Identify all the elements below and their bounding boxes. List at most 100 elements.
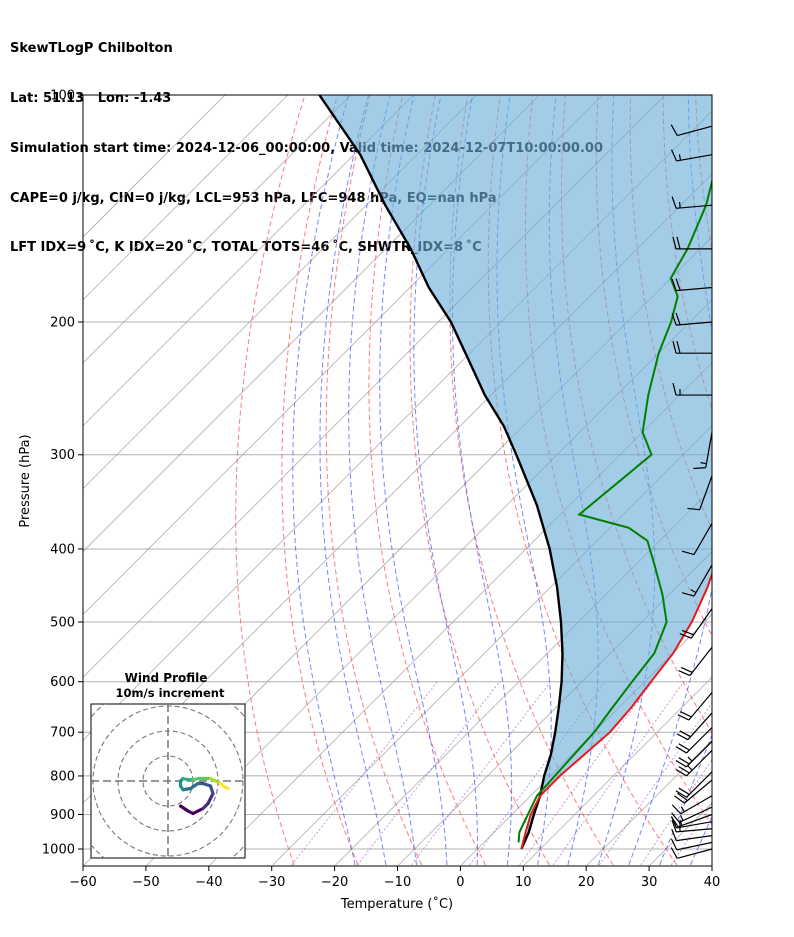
moist-adiabat-line — [379, 95, 448, 866]
x-tick-label: 30 — [641, 875, 658, 890]
wind-barb — [679, 608, 713, 639]
wind-barb — [670, 813, 713, 828]
hodograph-title: Wind Profile — [125, 671, 208, 685]
y-tick-label: 300 — [50, 448, 75, 463]
wind-barb — [693, 432, 713, 470]
wind-barb — [672, 236, 712, 250]
wind-barb-shaft — [687, 712, 713, 741]
y-tick-label: 800 — [50, 769, 75, 784]
hodograph-plot — [91, 704, 245, 858]
wind-barb-shaft — [699, 475, 713, 510]
wind-barb-shaft — [690, 608, 713, 639]
wind-barb-flag — [670, 816, 679, 828]
isotherm-line — [83, 95, 289, 301]
dry-adiabat-line — [235, 95, 306, 866]
wind-barb-flag — [677, 714, 690, 721]
wind-barb — [674, 779, 713, 804]
wind-barb-flag — [671, 828, 677, 841]
wind-barb-shaft — [676, 286, 713, 292]
temperature-line — [520, 571, 712, 850]
wind-barb-flag — [693, 467, 706, 470]
wind-barb-flag — [675, 746, 687, 754]
wind-barb — [675, 749, 713, 777]
wind-barb-shaft — [676, 841, 713, 851]
dewpoint-line — [517, 177, 712, 843]
profile-lines — [318, 95, 712, 850]
wind-barb-flag — [675, 790, 687, 798]
wind-barb — [671, 806, 713, 823]
wind-barb-flag — [672, 382, 677, 396]
dry-adiabat-line — [325, 95, 423, 866]
x-tick-label: 20 — [578, 875, 595, 890]
wind-barb-shaft — [686, 749, 713, 777]
wind-barb-flag — [670, 847, 678, 859]
x-tick-label: −50 — [132, 875, 159, 890]
wind-barb — [675, 741, 713, 768]
wind-barb-flag — [675, 312, 681, 325]
wind-barb-flag — [676, 733, 689, 741]
wind-barb-flag — [671, 278, 677, 291]
wind-barb-flag — [676, 236, 681, 250]
x-tick-label: 10 — [515, 875, 532, 890]
wind-barb-half-flag — [678, 154, 682, 161]
dry-adiabat-line — [368, 95, 487, 866]
wind-barb — [677, 692, 713, 721]
moist-adiabat-line — [348, 95, 417, 866]
isotherm-line — [335, 488, 712, 866]
wind-barb-flag — [675, 768, 687, 777]
moist-adiabat-line — [319, 95, 387, 866]
parcel-profile-line — [318, 95, 564, 850]
wind-barb-flag — [672, 236, 677, 250]
wind-barb-flag — [678, 670, 691, 677]
wind-barb-flag — [678, 743, 690, 751]
x-tick-label: 40 — [704, 875, 721, 890]
x-axis-label: Temperature (˚C) — [340, 896, 453, 912]
moist-adiabat-line — [721, 95, 794, 865]
wind-barb-flag — [678, 766, 690, 774]
wind-barb-shaft — [676, 204, 713, 209]
wind-barb-half-flag — [679, 819, 683, 826]
wind-barb-flag — [680, 711, 692, 718]
wind-barb-flag — [671, 812, 680, 823]
wind-barb-half-flag — [680, 806, 685, 813]
wind-barb-shaft — [676, 321, 713, 326]
wind-barb-shaft — [689, 646, 713, 676]
wind-barb-shaft — [688, 692, 713, 721]
wind-barb-flag — [678, 757, 690, 765]
wind-barb-flag — [680, 666, 693, 673]
wind-barb-flag — [681, 629, 694, 636]
wind-barb — [672, 382, 712, 396]
wind-barb-flag — [670, 838, 678, 851]
wind-barb-flag — [678, 787, 690, 795]
wind-barb — [675, 727, 713, 754]
wind-barb-flag — [670, 124, 678, 136]
wind-barb-flag — [681, 592, 695, 597]
wind-barb-flag — [671, 804, 682, 815]
wind-barb-half-flag — [690, 589, 697, 594]
dry-adiabat-line — [728, 95, 794, 865]
mixing-ratio-line — [670, 802, 712, 866]
wind-barb — [681, 523, 713, 556]
wind-barb — [671, 828, 713, 842]
mixing-ratio-line — [519, 681, 653, 866]
y-tick-label: 900 — [50, 808, 75, 823]
wind-barb — [681, 564, 713, 597]
wind-barb-flag — [672, 341, 677, 354]
moist-adiabat-line — [413, 95, 478, 866]
wind-barb — [687, 475, 713, 511]
wind-barb — [671, 795, 713, 815]
x-tick-label: −10 — [384, 875, 411, 890]
wind-barb-flag — [679, 730, 691, 738]
wind-barb-shaft — [705, 432, 713, 468]
y-tick-label: 600 — [50, 675, 75, 690]
wind-barb-half-flag — [687, 765, 693, 771]
wind-barb-shaft — [693, 523, 713, 555]
x-tick-label: −40 — [195, 875, 222, 890]
isotherm-line — [776, 95, 794, 865]
y-axis-label: Pressure (hPa) — [18, 434, 33, 527]
wind-barb-shaft — [676, 821, 713, 829]
hodograph-subtitle: 10m/s increment — [116, 686, 225, 700]
y-tick-label: 400 — [50, 542, 75, 557]
mixing-ratio-line — [640, 759, 712, 866]
